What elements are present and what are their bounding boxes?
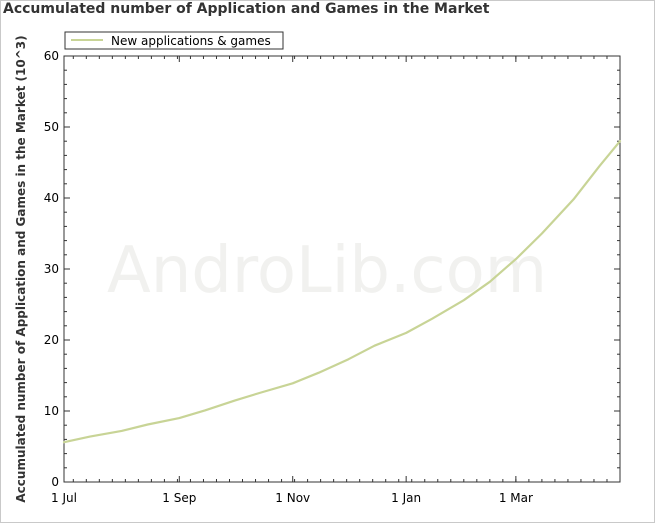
- y-axis: 0 10 20 30 40 50 60: [44, 49, 620, 489]
- x-tick-label: 1 Sep: [162, 491, 196, 505]
- x-axis: 1 Jul 1 Sep 1 Nov 1 Jan 1 Mar: [51, 56, 621, 505]
- y-tick-label: 30: [44, 262, 59, 276]
- legend-label: New applications & games: [111, 34, 271, 48]
- series-layer: [62, 140, 622, 444]
- y-axis-label: Accumulated number of Application and Ga…: [14, 35, 28, 502]
- series-line: [62, 140, 622, 444]
- legend: New applications & games: [64, 31, 284, 50]
- y-tick-label: 20: [44, 333, 59, 347]
- chart-title: Accumulated number of Application and Ga…: [3, 1, 490, 17]
- y-tick-label: 40: [44, 191, 59, 205]
- x-tick-label: 1 Nov: [275, 491, 310, 505]
- watermark-text: AndroLib.com: [107, 234, 547, 308]
- y-tick-label: 50: [44, 120, 59, 134]
- y-tick-label: 60: [44, 49, 59, 63]
- y-tick-label: 10: [44, 404, 59, 418]
- x-tick-label: 1 Jul: [51, 491, 77, 505]
- legend-box: [64, 31, 284, 50]
- y-tick-label: 0: [51, 475, 59, 489]
- x-tick-label: 1 Mar: [499, 491, 533, 505]
- x-tick-label: 1 Jan: [391, 491, 421, 505]
